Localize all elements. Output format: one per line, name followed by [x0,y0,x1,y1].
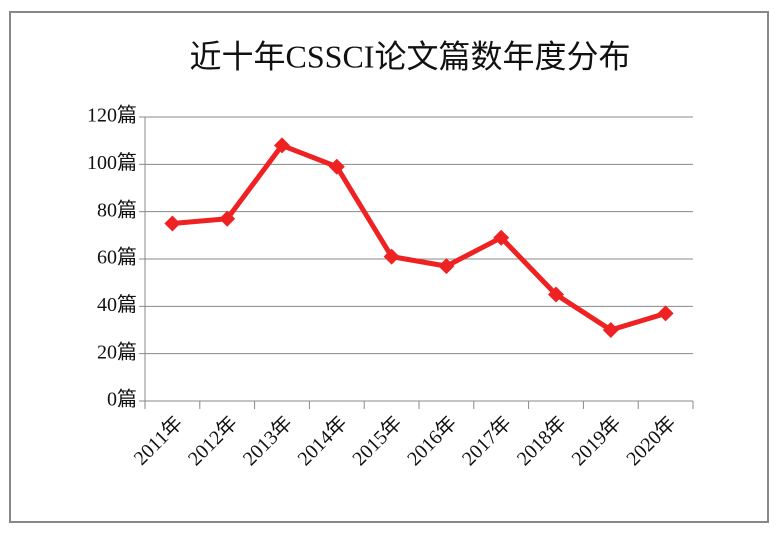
marker [602,322,619,338]
marker [164,215,181,232]
marker [493,229,510,246]
y-tick-label: 120篇 [87,104,137,127]
y-tick-label: 60篇 [97,246,137,269]
marker [657,305,674,322]
chart-frame [9,11,769,523]
marker [274,137,290,154]
y-tick-label: 100篇 [87,151,137,174]
line [172,142,667,333]
y-tick-label: 80篇 [97,198,137,221]
chart-title: 近十年CSSCI论文篇数年度分布 [190,38,631,74]
marker [548,286,564,303]
marker [383,248,400,265]
y-tick-label: 20篇 [97,340,137,363]
y-tick-label: 40篇 [97,293,137,316]
marker [219,210,236,227]
marker [438,258,455,275]
marker [328,158,345,175]
y-tick-label: 0篇 [107,388,137,411]
